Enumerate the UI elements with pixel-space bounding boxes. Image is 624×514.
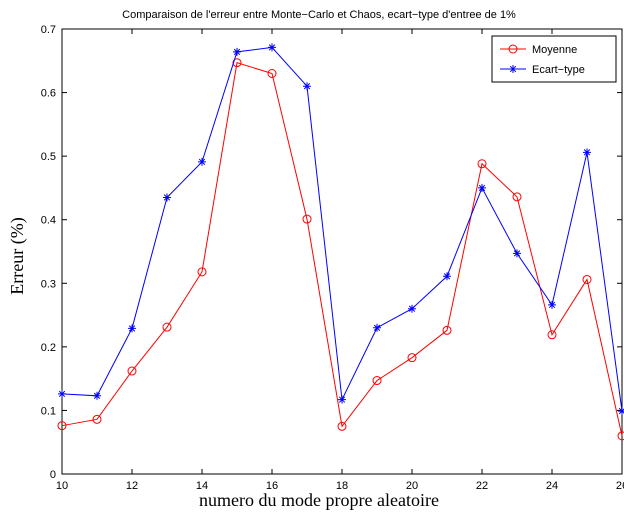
y-tick-label: 0.4 — [41, 215, 56, 227]
plot-frame — [61, 28, 623, 475]
series-moyenne — [57, 58, 624, 441]
data-point-moyenne — [162, 322, 172, 332]
legend: Moyenne Ecart−type — [491, 35, 617, 83]
data-point-moyenne — [442, 325, 452, 335]
x-tick-label: 26 — [616, 480, 624, 492]
data-point-moyenne — [337, 421, 347, 431]
chart-title: Comparaison de l'erreur entre Monte−Carl… — [122, 9, 516, 21]
y-tick-label: 0.6 — [41, 88, 56, 100]
data-point-moyenne — [477, 159, 487, 169]
y-tick-label: 0.7 — [41, 24, 56, 36]
data-point-ecart-type — [93, 391, 101, 400]
data-point-moyenne — [547, 330, 557, 340]
data-point-ecart-type — [443, 272, 451, 281]
data-point-moyenne — [512, 192, 522, 202]
data-point-ecart-type — [583, 148, 591, 157]
data-point-ecart-type — [618, 407, 624, 416]
legend-box — [491, 35, 617, 83]
legend-marker-moyenne — [508, 44, 518, 54]
data-point-moyenne — [127, 366, 137, 376]
y-tick-label: 0 — [50, 469, 56, 481]
data-point-ecart-type — [198, 157, 206, 166]
series-line-ecart-type — [61, 46, 623, 412]
legend-label-moyenne: Moyenne — [532, 44, 577, 56]
legend-label-ecart-type: Ecart−type — [532, 64, 585, 76]
data-point-ecart-type — [338, 395, 346, 404]
data-point-ecart-type — [373, 323, 381, 332]
data-point-ecart-type — [478, 183, 486, 192]
data-point-ecart-type — [233, 47, 241, 56]
data-point-moyenne — [197, 267, 207, 277]
x-tick-label: 18 — [336, 480, 348, 492]
data-point-ecart-type — [513, 249, 521, 258]
data-point-ecart-type — [163, 193, 171, 202]
data-point-ecart-type — [58, 389, 66, 398]
y-tick-label: 0.5 — [41, 151, 56, 163]
data-point-moyenne — [372, 376, 382, 386]
y-tick-label: 0.2 — [41, 342, 56, 354]
data-point-moyenne — [617, 431, 624, 441]
x-axis-label: numero du mode propre aleatoire — [199, 490, 439, 510]
data-point-ecart-type — [303, 82, 311, 91]
plot-area: 10 12 14 16 18 20 22 24 26 0 0.1 0.2 0.3 0.4 0.5 0.6 0.7… — [41, 24, 624, 492]
data-point-moyenne — [232, 58, 242, 68]
y-tick-label: 0.3 — [41, 278, 56, 290]
data-point-moyenne — [267, 69, 277, 78]
x-tick-label: 22 — [476, 480, 488, 492]
data-point-ecart-type — [268, 43, 276, 52]
legend-marker-ecart-type — [509, 65, 517, 73]
x-tick-label: 14 — [196, 480, 208, 492]
y-tick-label: 0.1 — [41, 405, 56, 417]
x-tick-label: 16 — [266, 480, 278, 492]
data-point-moyenne — [92, 414, 102, 424]
series-line-moyenne — [61, 62, 623, 436]
x-tick-label: 12 — [126, 480, 138, 492]
data-point-moyenne — [582, 274, 592, 284]
x-tick-label: 20 — [406, 480, 418, 492]
series-ecart-type — [58, 43, 624, 416]
x-tick-label: 10 — [56, 480, 68, 492]
data-point-moyenne — [302, 214, 312, 224]
data-point-ecart-type — [408, 304, 416, 313]
data-point-moyenne — [407, 353, 417, 363]
data-point-moyenne — [57, 421, 67, 431]
x-tick-label: 24 — [546, 480, 558, 492]
data-point-ecart-type — [548, 300, 556, 309]
y-axis-label: Erreur (%) — [7, 217, 28, 294]
data-point-ecart-type — [128, 324, 136, 333]
